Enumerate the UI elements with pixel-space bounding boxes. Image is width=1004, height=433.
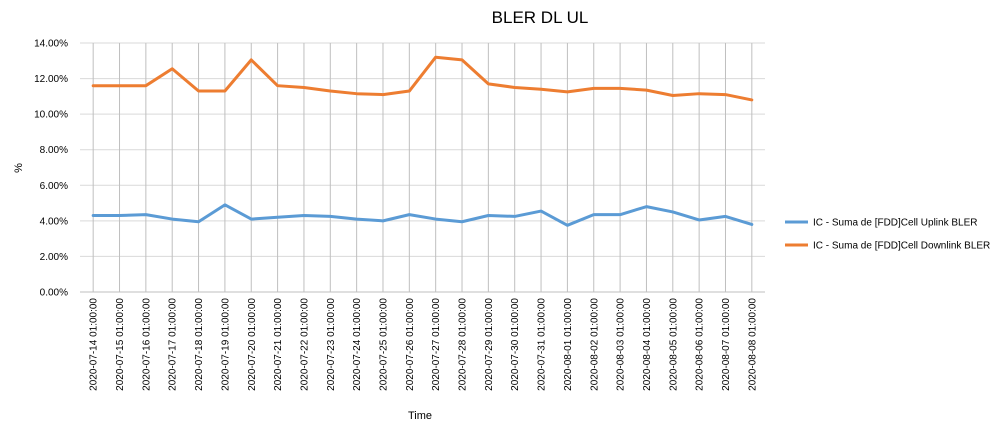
x-tick-label: 2020-07-15 01:00:00 bbox=[115, 298, 126, 391]
y-axis-label: % bbox=[13, 163, 25, 173]
legend: IC - Suma de [FDD]Cell Uplink BLER IC - S… bbox=[785, 218, 990, 252]
x-tick-label: 2020-08-02 01:00:00 bbox=[589, 298, 600, 391]
x-tick-label: 2020-08-03 01:00:00 bbox=[616, 298, 627, 391]
x-tick-label: 2020-07-19 01:00:00 bbox=[220, 298, 231, 391]
legend-label: IC - Suma de [FDD]Cell Uplink BLER bbox=[813, 218, 978, 229]
x-tick-label: 2020-07-31 01:00:00 bbox=[537, 298, 548, 391]
y-tick-label: 6.00% bbox=[40, 181, 68, 192]
x-tick-label: 2020-07-29 01:00:00 bbox=[484, 298, 495, 391]
x-axis-label: Time bbox=[408, 410, 432, 422]
y-tick-label: 0.00% bbox=[40, 288, 68, 299]
x-tick-label: 2020-07-28 01:00:00 bbox=[458, 298, 469, 391]
series-line bbox=[91, 55, 754, 102]
x-tick-label: 2020-07-20 01:00:00 bbox=[247, 298, 258, 391]
legend-label: IC - Suma de [FDD]Cell Downlink BLER bbox=[813, 241, 990, 252]
x-tick-label: 2020-07-30 01:00:00 bbox=[510, 298, 521, 391]
x-tick-label: 2020-08-05 01:00:00 bbox=[668, 298, 679, 391]
x-tick-label: 2020-07-14 01:00:00 bbox=[89, 298, 100, 391]
x-tick-label: 2020-08-06 01:00:00 bbox=[695, 298, 706, 391]
x-tick-label: 2020-07-21 01:00:00 bbox=[273, 298, 284, 391]
x-tick-label: 2020-07-26 01:00:00 bbox=[405, 298, 416, 391]
chart-title: BLER DL UL bbox=[492, 8, 589, 27]
y-tick-label: 2.00% bbox=[40, 252, 68, 263]
series-lines bbox=[91, 55, 754, 227]
series-line bbox=[91, 203, 754, 227]
y-tick-label: 12.00% bbox=[34, 74, 68, 85]
y-tick-label: 8.00% bbox=[40, 145, 68, 156]
x-tick-label: 2020-08-07 01:00:00 bbox=[721, 298, 732, 391]
x-tick-label: 2020-07-27 01:00:00 bbox=[431, 298, 442, 391]
x-tick-label: 2020-08-04 01:00:00 bbox=[642, 298, 653, 391]
x-tick-label: 2020-07-18 01:00:00 bbox=[194, 298, 205, 391]
y-tick-label: 14.00% bbox=[34, 39, 68, 50]
x-tick-label: 2020-07-25 01:00:00 bbox=[378, 298, 389, 391]
x-tick-label: 2020-08-08 01:00:00 bbox=[747, 298, 758, 391]
gridlines bbox=[80, 42, 765, 293]
x-tick-label: 2020-07-17 01:00:00 bbox=[168, 298, 179, 391]
y-tick-label: 10.00% bbox=[34, 110, 68, 121]
x-tick-label: 2020-08-01 01:00:00 bbox=[563, 298, 574, 391]
y-tick-label: 4.00% bbox=[40, 216, 68, 227]
x-tick-label: 2020-07-24 01:00:00 bbox=[352, 298, 363, 391]
y-axis-ticks: 0.00% 2.00% 4.00% 6.00% 8.00% 10.00% 12.00% 14.… bbox=[34, 39, 68, 299]
x-axis-ticks: 2020-07-14 01:00:00 2020-07-15 01:00:00 20… bbox=[89, 298, 759, 391]
x-tick-label: 2020-07-22 01:00:00 bbox=[299, 298, 310, 391]
x-tick-label: 2020-07-23 01:00:00 bbox=[326, 298, 337, 391]
x-tick-label: 2020-07-16 01:00:00 bbox=[141, 298, 152, 391]
